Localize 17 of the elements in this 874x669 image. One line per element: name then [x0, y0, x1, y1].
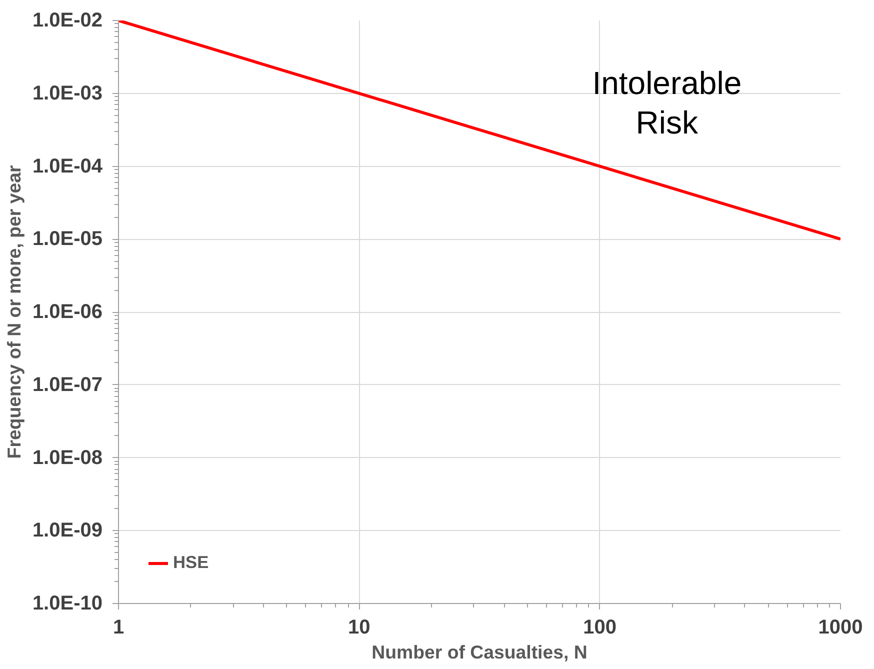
- x-tick-label: 1: [112, 616, 124, 638]
- y-tick-label: 1.0E-10: [32, 592, 103, 614]
- y-tick-label: 1.0E-02: [32, 10, 103, 32]
- y-axis-title: Frequency of N or more, per year: [3, 165, 24, 459]
- y-tick-label: 1.0E-08: [32, 446, 103, 469]
- y-tick-label: 1.0E-03: [32, 82, 103, 104]
- x-tick-label: 100: [583, 616, 617, 638]
- x-axis-title: Number of Casualties, N: [372, 642, 588, 662]
- x-tick-label: 10: [348, 616, 370, 638]
- y-tick-label: 1.0E-06: [32, 301, 103, 323]
- legend-label: HSE: [173, 552, 209, 573]
- y-tick-label: 1.0E-07: [32, 374, 103, 396]
- y-tick-label: 1.0E-05: [32, 228, 103, 250]
- y-tick-label: 1.0E-09: [32, 520, 103, 542]
- y-tick-label: 1.0E-04: [32, 155, 104, 178]
- annotation: Intolerable Risk: [592, 65, 742, 141]
- x-tick-label: 1000: [818, 616, 863, 638]
